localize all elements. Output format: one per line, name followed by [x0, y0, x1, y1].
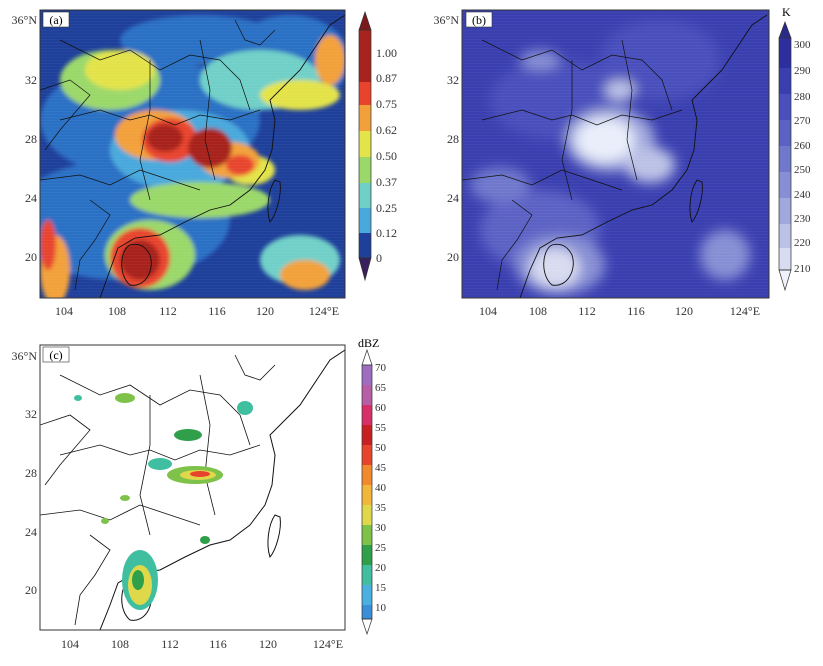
panel-a-colorbar: 1.00 0.87 0.75 0.62 0.50 0.37 0.25 0.12 … — [358, 10, 397, 282]
colorbar-tick-label: 260 — [794, 140, 811, 152]
y-tick-label: 32 — [447, 73, 459, 87]
x-tick-label: 120 — [259, 637, 277, 651]
panel-a-y-ticks: 36°N 32 28 24 20 — [12, 13, 38, 264]
x-tick-label: 120 — [675, 304, 693, 318]
y-tick-label: 20 — [25, 250, 37, 264]
panel-b-frame — [461, 9, 770, 299]
colorbar-bottom-arrow — [778, 269, 792, 292]
x-tick-label: 112 — [578, 304, 596, 318]
y-tick-label: 24 — [25, 191, 37, 205]
panel-b-field — [462, 10, 769, 298]
colorbar-tick-label: 0.87 — [376, 71, 397, 85]
y-tick-label: 36°N — [12, 349, 38, 363]
colorbar-tick-label: 280 — [794, 91, 811, 103]
x-tick-label: 116 — [209, 637, 227, 651]
panel-c-frame — [39, 344, 346, 631]
x-tick-label: 104 — [61, 637, 79, 651]
colorbar-tick-label: 10 — [375, 602, 387, 614]
y-tick-label: 24 — [25, 525, 37, 539]
colorbar-tick-label: 0.62 — [376, 123, 397, 137]
colorbar-tick-label: 250 — [794, 164, 811, 176]
colorbar-bottom-arrow — [361, 618, 373, 636]
colorbar-tick-label: 0 — [376, 251, 382, 265]
panel-a-label: (a) — [49, 13, 62, 27]
colorbar-tick-label: 65 — [375, 382, 387, 394]
colorbar-tick-label: 25 — [375, 542, 387, 554]
colorbar-tick-label: 30 — [375, 522, 387, 534]
colorbar-tick-label: 0.75 — [376, 97, 397, 111]
colorbar-top-arrow — [361, 348, 373, 366]
colorbar-tick-label: 220 — [794, 237, 811, 249]
colorbar-tick-label: 70 — [375, 362, 387, 374]
panel-b-colorbar: K 300 290 280 270 260 250 240 230 220 — [778, 5, 811, 292]
x-tick-label: 108 — [111, 637, 129, 651]
colorbar-title: K — [782, 5, 791, 19]
colorbar-tick-label: 15 — [375, 582, 387, 594]
y-tick-label: 28 — [447, 132, 459, 146]
panel-c-field — [40, 345, 345, 630]
y-tick-label: 36°N — [12, 13, 38, 27]
panel-c: (c) 36°N 32 28 24 20 104 108 112 116 120… — [12, 336, 387, 651]
colorbar-tick-label: 0.25 — [376, 201, 397, 215]
panel-a: (a) 36°N 32 28 24 20 104 108 112 116 120… — [12, 9, 397, 318]
x-tick-label: 124°E — [730, 304, 760, 318]
x-tick-label: 108 — [529, 304, 547, 318]
x-tick-label: 120 — [256, 304, 274, 318]
colorbar-tick-label: 0.12 — [376, 226, 397, 240]
y-tick-label: 20 — [447, 250, 459, 264]
colorbar-tick-label: 1.00 — [376, 46, 397, 60]
panel-b-label-box — [465, 11, 493, 28]
y-tick-label: 28 — [25, 466, 37, 480]
panel-b: (b) 36°N 32 28 24 20 104 108 112 116 120… — [434, 5, 811, 318]
colorbar-tick-label: 230 — [794, 213, 811, 225]
x-tick-label: 116 — [627, 304, 645, 318]
y-tick-label: 28 — [25, 132, 37, 146]
panel-a-frame — [39, 9, 346, 299]
colorbar-top-arrow — [778, 21, 792, 39]
x-tick-label: 112 — [159, 304, 177, 318]
y-tick-label: 32 — [25, 407, 37, 421]
colorbar-tick-label: 240 — [794, 189, 811, 201]
panel-c-colorbar: dBZ 70 65 60 55 50 45 40 — [358, 336, 387, 636]
colorbar-tick-label: 40 — [375, 482, 387, 494]
colorbar-tick-label: 210 — [794, 263, 811, 275]
colorbar-tick-label: 60 — [375, 402, 387, 414]
colorbar-bottom-arrow — [358, 257, 372, 282]
colorbar-tick-label: 45 — [375, 462, 387, 474]
colorbar-tick-label: 0.50 — [376, 149, 397, 163]
colorbar-tick-label: 270 — [794, 115, 811, 127]
colorbar-tick-label: 55 — [375, 422, 387, 434]
panel-b-y-ticks: 36°N 32 28 24 20 — [434, 13, 460, 264]
colorbar-tick-label: 20 — [375, 562, 387, 574]
x-tick-label: 104 — [55, 304, 73, 318]
y-tick-label: 32 — [25, 73, 37, 87]
panel-c-x-ticks: 104 108 112 116 120 124°E — [61, 637, 343, 651]
panel-c-label-box — [42, 346, 70, 363]
colorbar-tick-label: 35 — [375, 502, 387, 514]
colorbar-tick-label: 50 — [375, 442, 387, 454]
panel-c-y-ticks: 36°N 32 28 24 20 — [12, 349, 38, 597]
x-tick-label: 104 — [479, 304, 497, 318]
colorbar-tick-label: 300 — [794, 39, 811, 51]
colorbar-tick-label: 290 — [794, 65, 811, 77]
x-tick-label: 124°E — [309, 304, 339, 318]
y-tick-label: 36°N — [434, 13, 460, 27]
y-tick-label: 20 — [25, 583, 37, 597]
colorbar-title: dBZ — [358, 336, 379, 350]
panel-a-x-ticks: 104 108 112 116 120 124°E — [55, 304, 339, 318]
panel-a-label-box — [42, 11, 70, 28]
panel-a-field — [40, 10, 345, 298]
colorbar-tick-label: 0.37 — [376, 175, 397, 189]
y-tick-label: 24 — [447, 191, 459, 205]
x-tick-label: 116 — [208, 304, 226, 318]
x-tick-label: 108 — [108, 304, 126, 318]
x-tick-label: 124°E — [313, 637, 343, 651]
panel-b-label: (b) — [472, 13, 486, 27]
panel-b-x-ticks: 104 108 112 116 120 124°E — [479, 304, 760, 318]
x-tick-label: 112 — [161, 637, 179, 651]
colorbar-top-arrow — [358, 10, 372, 31]
panel-c-label: (c) — [49, 348, 62, 362]
